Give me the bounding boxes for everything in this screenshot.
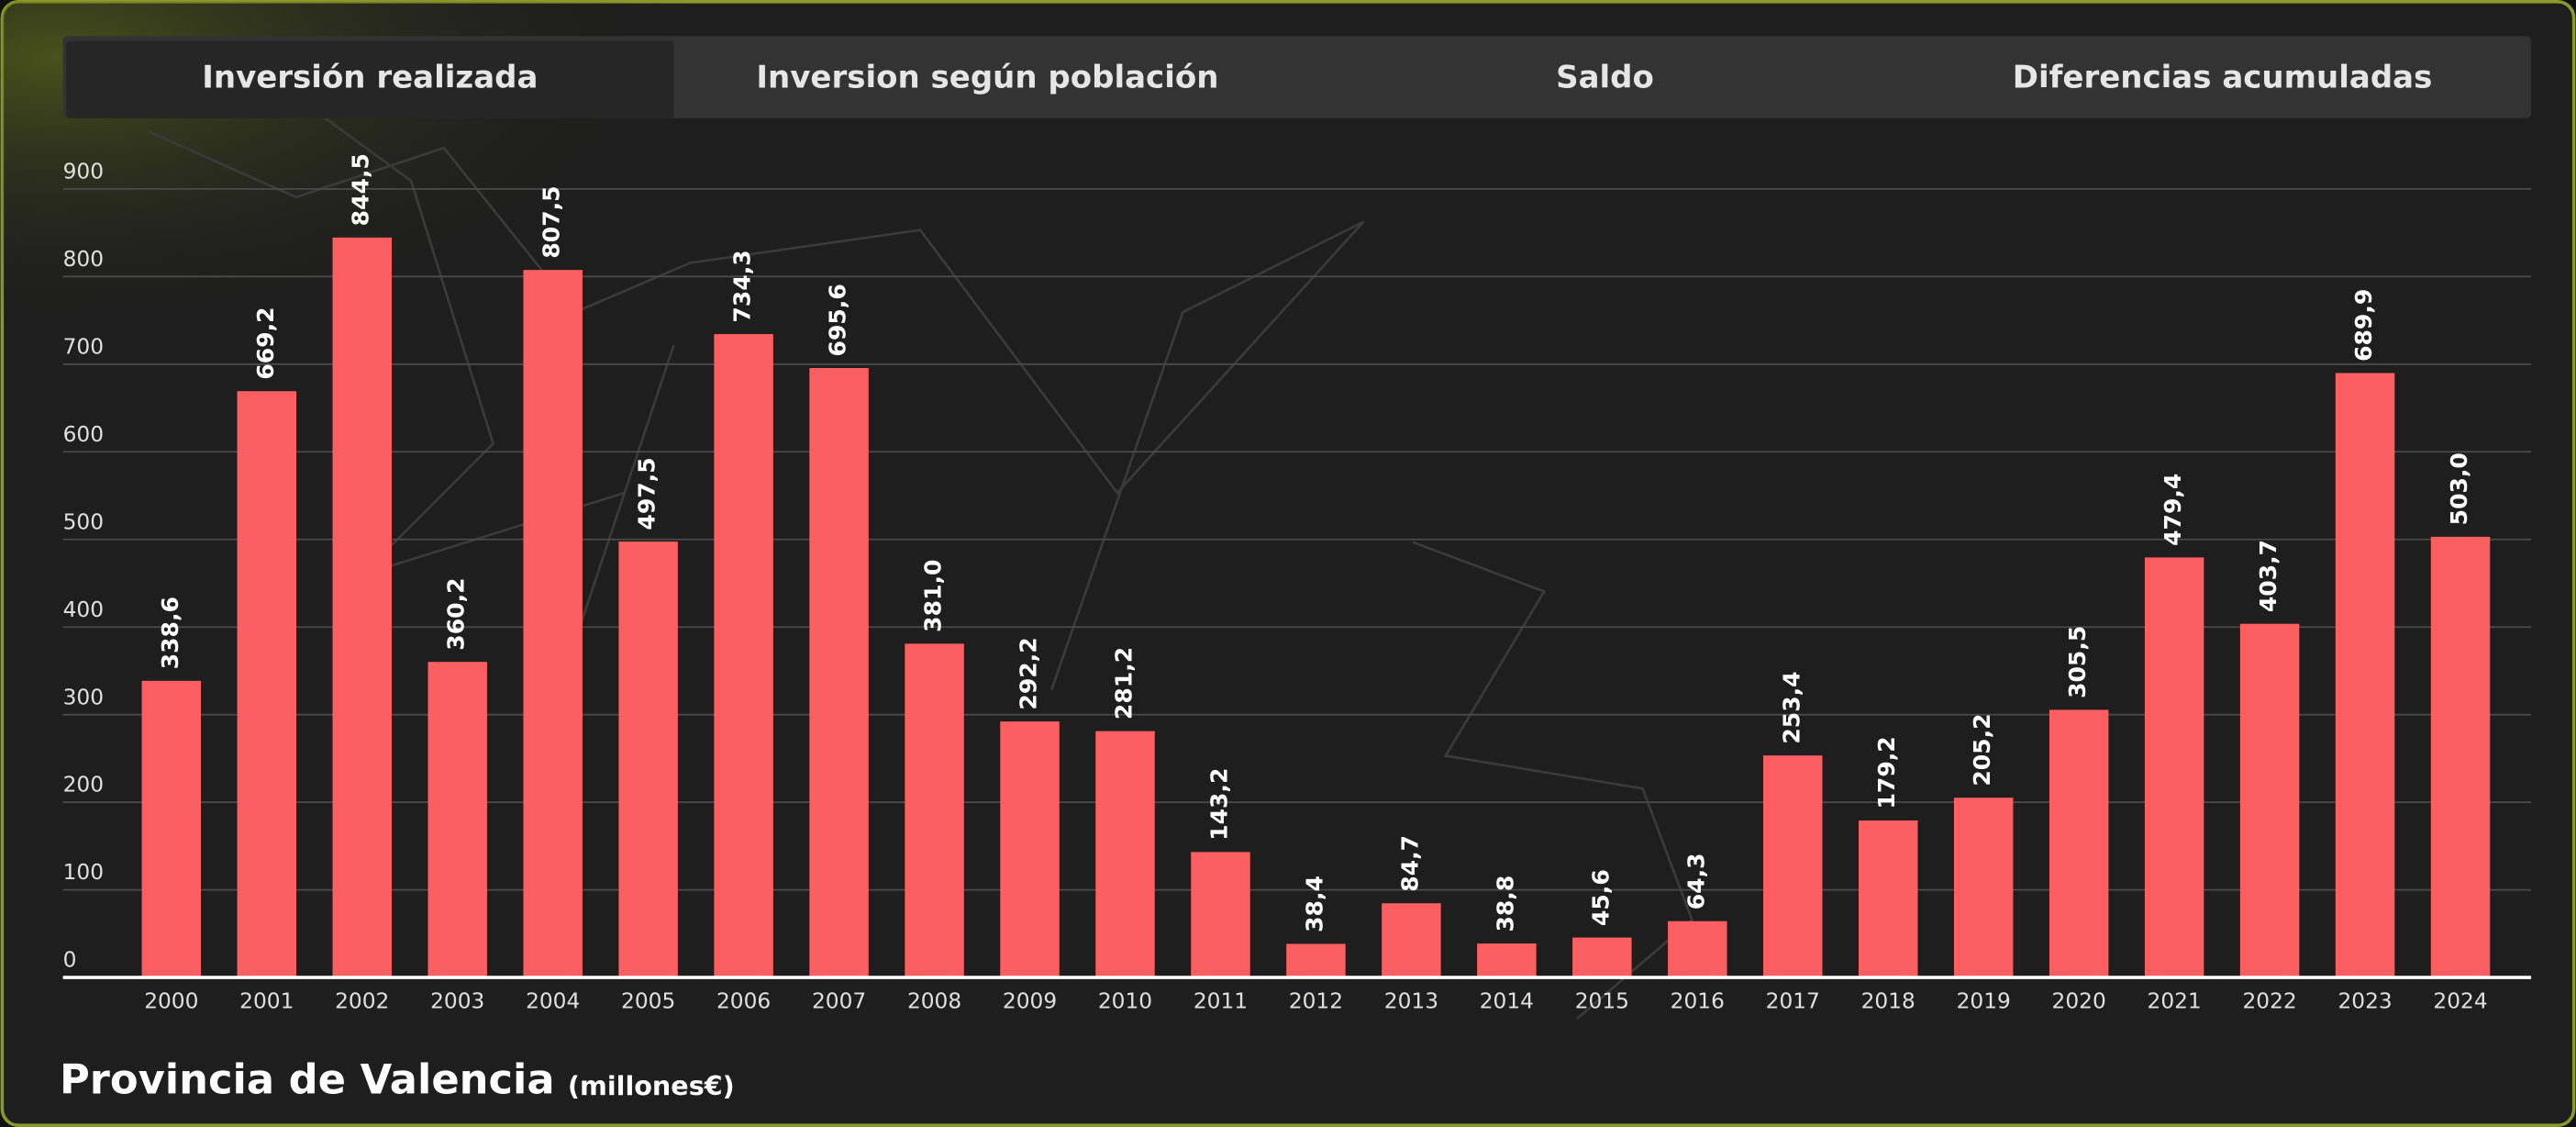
value-label: 253,4 bbox=[1778, 671, 1804, 743]
bar bbox=[1095, 731, 1155, 978]
bar bbox=[332, 237, 392, 978]
x-tick-label: 2013 bbox=[1384, 988, 1438, 1013]
value-label: 281,2 bbox=[1110, 647, 1137, 720]
bar bbox=[141, 680, 202, 978]
bar bbox=[523, 270, 583, 978]
value-label: 497,5 bbox=[634, 457, 661, 530]
value-label: 689,9 bbox=[2350, 289, 2377, 362]
x-tick-label: 2005 bbox=[621, 988, 675, 1013]
x-tick-label: 2009 bbox=[1003, 988, 1057, 1013]
x-tick-label: 2008 bbox=[907, 988, 961, 1013]
bar bbox=[2335, 373, 2395, 978]
bar bbox=[2049, 709, 2109, 978]
bar bbox=[905, 643, 964, 978]
y-tick-label: 0 bbox=[63, 948, 77, 973]
x-tick-label: 2006 bbox=[716, 988, 771, 1013]
y-tick-label: 400 bbox=[63, 597, 104, 622]
value-label: 669,2 bbox=[252, 307, 279, 379]
tab-bar bbox=[62, 36, 2532, 118]
bar bbox=[618, 541, 678, 978]
value-label: 292,2 bbox=[1016, 637, 1042, 709]
x-tick-label: 2021 bbox=[2148, 988, 2202, 1013]
x-tick-label: 2004 bbox=[526, 988, 580, 1013]
bar bbox=[237, 391, 297, 978]
bar bbox=[1191, 852, 1250, 978]
x-tick-label: 2014 bbox=[1480, 988, 1534, 1013]
value-label: 381,0 bbox=[920, 560, 947, 632]
x-tick-label: 2022 bbox=[2243, 988, 2297, 1013]
x-tick-label: 2002 bbox=[335, 988, 389, 1013]
x-tick-label: 2010 bbox=[1098, 988, 1152, 1013]
x-tick-label: 2011 bbox=[1194, 988, 1248, 1013]
x-tick-label: 2001 bbox=[239, 988, 294, 1013]
x-tick-label: 2003 bbox=[430, 988, 484, 1013]
value-label: 179,2 bbox=[1873, 736, 1900, 809]
bar bbox=[1000, 721, 1060, 978]
value-label: 305,5 bbox=[2064, 626, 2091, 698]
y-tick-label: 300 bbox=[63, 685, 104, 709]
value-label: 844,5 bbox=[348, 153, 374, 226]
value-label: 338,6 bbox=[157, 597, 183, 669]
y-tick-label: 700 bbox=[63, 334, 104, 359]
x-tick-label: 2017 bbox=[1766, 988, 1820, 1013]
x-tick-label: 2000 bbox=[144, 988, 198, 1013]
bar bbox=[1668, 921, 1727, 978]
bar bbox=[1286, 943, 1346, 978]
x-tick-label: 2015 bbox=[1575, 988, 1629, 1013]
value-label: 360,2 bbox=[443, 577, 470, 650]
value-label: 205,2 bbox=[1969, 713, 1995, 786]
value-label: 479,4 bbox=[2160, 474, 2186, 546]
bar bbox=[1763, 755, 1823, 978]
value-label: 807,5 bbox=[539, 185, 565, 258]
bar bbox=[1572, 937, 1632, 978]
value-label: 734,3 bbox=[729, 250, 756, 322]
bar bbox=[809, 368, 869, 978]
y-tick-label: 600 bbox=[63, 422, 104, 447]
bar bbox=[2144, 557, 2204, 978]
x-tick-label: 2019 bbox=[1957, 988, 2011, 1013]
bar bbox=[2430, 536, 2491, 978]
y-tick-label: 500 bbox=[63, 509, 104, 534]
value-label: 403,7 bbox=[2255, 540, 2282, 612]
x-tick-label: 2012 bbox=[1289, 988, 1343, 1013]
x-tick-label: 2020 bbox=[2052, 988, 2106, 1013]
x-tick-label: 2007 bbox=[812, 988, 866, 1013]
value-label: 84,7 bbox=[1396, 835, 1423, 892]
value-label: 38,8 bbox=[1492, 876, 1518, 932]
bar bbox=[427, 662, 487, 978]
tab[interactable]: Diferencias acumuladas bbox=[2013, 59, 2433, 95]
value-label: 64,3 bbox=[1682, 853, 1709, 909]
x-tick-label: 2024 bbox=[2433, 988, 2487, 1013]
value-label: 45,6 bbox=[1587, 869, 1614, 926]
value-label: 503,0 bbox=[2446, 452, 2472, 525]
bar bbox=[1382, 903, 1441, 978]
x-tick-label: 2023 bbox=[2337, 988, 2392, 1013]
y-tick-label: 800 bbox=[63, 247, 104, 272]
bar bbox=[1477, 943, 1537, 978]
value-label: 143,2 bbox=[1205, 768, 1232, 841]
x-tick-label: 2018 bbox=[1861, 988, 1915, 1013]
bar bbox=[2239, 623, 2300, 978]
bar bbox=[714, 334, 773, 978]
active-tab[interactable] bbox=[66, 40, 674, 118]
tab[interactable]: Inversión realizada bbox=[202, 59, 538, 95]
x-tick-label: 2016 bbox=[1671, 988, 1725, 1013]
y-tick-label: 900 bbox=[63, 159, 104, 184]
chart-title: Provincia de Valencia bbox=[60, 1055, 555, 1104]
value-label: 695,6 bbox=[825, 284, 851, 356]
tab[interactable]: Saldo bbox=[1556, 59, 1654, 95]
bar bbox=[1859, 820, 1918, 978]
y-tick-label: 100 bbox=[63, 860, 104, 885]
y-tick-label: 200 bbox=[63, 773, 104, 798]
bar bbox=[1953, 798, 2014, 978]
tab[interactable]: Inversion según población bbox=[756, 59, 1218, 95]
chart-subtitle: (millones€) bbox=[568, 1070, 735, 1101]
value-label: 38,4 bbox=[1301, 876, 1327, 932]
